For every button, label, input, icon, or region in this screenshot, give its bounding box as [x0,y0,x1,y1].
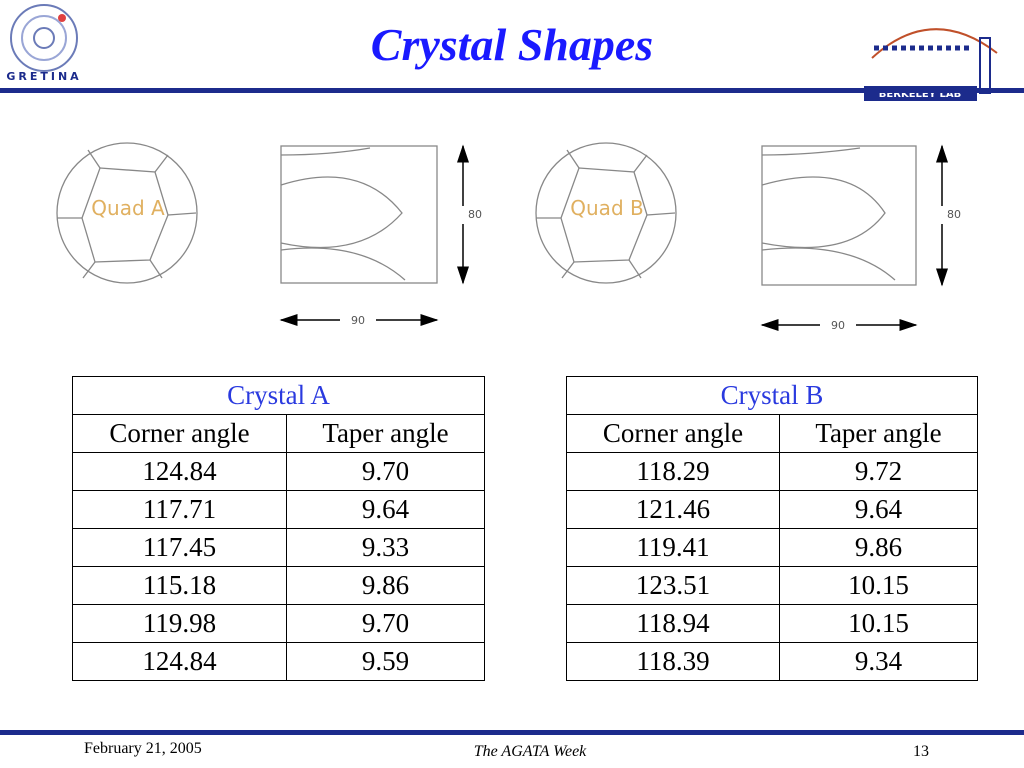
cell: 118.29 [566,452,780,491]
crystal-drawings: Quad A 80 90 Quad B 80 90 [56,142,961,332]
cell: 117.45 [72,528,287,567]
data-row: 117.45 9.33 [72,528,485,567]
cell: 9.64 [286,490,485,529]
diagram-label: Quad B [570,196,643,220]
diagram-a [56,142,438,284]
gretina-logo: GRETINA [6,4,81,83]
cell: 124.84 [72,642,287,681]
logo-text: GRETINA [6,70,81,83]
cell: 118.94 [566,604,780,643]
cell: 9.64 [779,490,978,529]
data-table: Crystal A Corner angle Taper angle 124.84 9.… [72,376,485,681]
data-row: 119.98 9.70 [72,604,485,643]
logo-text: BERKELEY LAB [879,89,961,100]
cell: 9.33 [286,528,485,567]
slide-title: Crystal Shapes [370,19,654,70]
data-row: 123.51 10.15 [566,566,978,605]
dimension-label: 90 [351,314,365,327]
data-row: 115.18 9.86 [72,566,485,605]
cell: 119.41 [566,528,780,567]
table-title: Crystal A [72,376,485,415]
cell: 118.39 [566,642,780,681]
data-row: 118.29 9.72 [566,452,978,491]
diagram-label: Quad A [91,196,165,220]
cell: 119.98 [72,604,287,643]
page-number: 13 [913,743,929,760]
data-table: Crystal B Corner angle Taper angle 118.29 9.… [566,376,978,681]
data-row: 121.46 9.64 [566,490,978,529]
data-row: 118.94 10.15 [566,604,978,643]
header-row: Corner angle Taper angle [566,414,978,453]
diagram-b [535,142,917,286]
data-row: 117.71 9.64 [72,490,485,529]
column-header: Taper angle [286,414,485,453]
cell: 9.72 [779,452,978,491]
header-rule [0,88,1024,93]
data-row: 119.41 9.86 [566,528,978,567]
cell: 115.18 [72,566,287,605]
header-row: Corner angle Taper angle [72,414,485,453]
dimension-label: 80 [468,208,482,221]
cell: 9.86 [779,528,978,567]
cell: 10.15 [779,604,978,643]
column-header: Corner angle [566,414,780,453]
title-row: Crystal A [72,376,485,415]
data-row: 124.84 9.59 [72,642,485,681]
dimension-label: 80 [947,208,961,221]
footer-rule [0,730,1024,735]
cell: 9.86 [286,566,485,605]
data-row: 118.39 9.34 [566,642,978,681]
column-header: Corner angle [72,414,287,453]
column-header: Taper angle [779,414,978,453]
cell: 123.51 [566,566,780,605]
table-title: Crystal B [566,376,978,415]
cell: 9.70 [286,452,485,491]
dimension-label: 90 [831,319,845,332]
cell: 117.71 [72,490,287,529]
cell: 9.70 [286,604,485,643]
cell: 124.84 [72,452,287,491]
cell: 121.46 [566,490,780,529]
data-row: 124.84 9.70 [72,452,485,491]
footer-date: February 21, 2005 [84,740,202,757]
title-row: Crystal B [566,376,978,415]
footer-event: The AGATA Week [473,743,587,760]
cell: 9.34 [779,642,978,681]
cell: 9.59 [286,642,485,681]
cell: 10.15 [779,566,978,605]
